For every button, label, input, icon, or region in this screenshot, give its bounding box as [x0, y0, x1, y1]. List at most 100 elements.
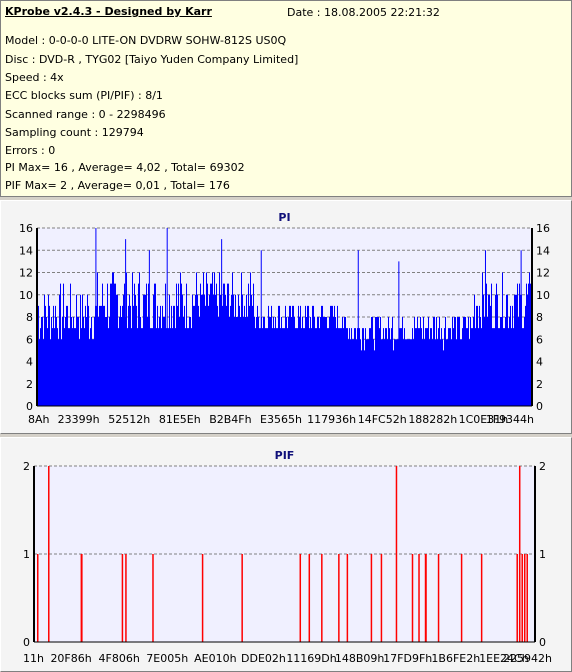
- bar: [201, 554, 204, 642]
- bar: [256, 317, 257, 406]
- bar: [437, 339, 438, 406]
- bar: [518, 466, 521, 642]
- bar: [99, 305, 100, 406]
- bar: [498, 328, 499, 406]
- y-tick-label-left: 1: [23, 548, 30, 561]
- bar: [420, 317, 421, 406]
- bar: [361, 350, 362, 406]
- bar: [105, 317, 106, 406]
- bar: [262, 328, 263, 406]
- bar: [473, 317, 474, 406]
- bar: [523, 554, 526, 642]
- x-tick-label: 1C0E31h: [459, 413, 509, 426]
- bar: [292, 305, 293, 406]
- bar: [389, 328, 390, 406]
- bar: [507, 294, 508, 406]
- bar: [517, 283, 518, 406]
- bar: [374, 350, 375, 406]
- bar: [211, 283, 212, 406]
- bar: [348, 339, 349, 406]
- bar: [189, 317, 190, 406]
- bar: [328, 328, 329, 406]
- bar: [354, 328, 355, 406]
- bar: [78, 317, 79, 406]
- bar: [90, 328, 91, 406]
- bar: [103, 305, 104, 406]
- bar: [96, 305, 97, 406]
- bar: [415, 328, 416, 406]
- bar: [304, 328, 305, 406]
- x-tick-label: 117936h: [307, 413, 356, 426]
- bar: [365, 328, 366, 406]
- bar: [446, 339, 447, 406]
- bar: [92, 339, 93, 406]
- bar: [114, 283, 115, 406]
- bar: [226, 305, 227, 406]
- bar: [117, 294, 118, 406]
- bar: [342, 317, 343, 406]
- bar: [362, 328, 363, 406]
- x-tick-label: 11h: [23, 652, 44, 665]
- bar: [127, 328, 128, 406]
- bar: [220, 294, 221, 406]
- info-sampling-count: Sampling count : 129794: [5, 126, 144, 139]
- bar: [83, 317, 84, 406]
- bar: [325, 317, 326, 406]
- y-tick-label-right: 10: [536, 289, 550, 302]
- bar: [235, 294, 236, 406]
- bar: [273, 317, 274, 406]
- bar: [350, 339, 351, 406]
- bar: [204, 294, 205, 406]
- bar: [66, 305, 67, 406]
- bar: [244, 305, 245, 406]
- bar: [470, 317, 471, 406]
- bar: [412, 328, 413, 406]
- bar: [280, 328, 281, 406]
- bar: [44, 294, 45, 406]
- bar: [97, 272, 98, 406]
- bar: [259, 328, 260, 406]
- bar: [125, 554, 127, 642]
- bar: [306, 317, 307, 406]
- bar: [310, 317, 311, 406]
- bar: [433, 317, 434, 406]
- bar: [158, 328, 159, 406]
- bar: [200, 283, 201, 406]
- bar: [460, 554, 463, 642]
- bar: [421, 328, 422, 406]
- bar: [68, 328, 69, 406]
- x-tick-label: DDE02h: [241, 652, 286, 665]
- bar: [452, 317, 453, 406]
- bar: [289, 305, 290, 406]
- bar: [81, 554, 83, 642]
- bar: [276, 328, 277, 406]
- bar: [426, 328, 427, 406]
- x-tick-label: 1B6FE2h: [431, 652, 480, 665]
- bar: [41, 317, 42, 406]
- bar: [175, 328, 176, 406]
- bar: [461, 339, 462, 406]
- bar: [147, 317, 148, 406]
- bar: [124, 283, 125, 406]
- bar: [449, 328, 450, 406]
- bar: [380, 554, 383, 642]
- bar: [466, 328, 467, 406]
- x-tick-label: 1EE24Ch: [479, 652, 529, 665]
- bar: [497, 294, 498, 406]
- bar: [242, 294, 243, 406]
- bar: [258, 317, 259, 406]
- bar: [217, 305, 218, 406]
- bar: [106, 317, 107, 406]
- y-tick-label-right: 16: [536, 222, 550, 235]
- bar: [487, 317, 488, 406]
- x-tick-label: 225942h: [503, 652, 552, 665]
- bar: [469, 339, 470, 406]
- bar: [333, 317, 334, 406]
- bar: [511, 328, 512, 406]
- bar: [254, 317, 255, 406]
- bar: [347, 328, 348, 406]
- bar: [120, 305, 121, 406]
- y-tick-label-left: 12: [19, 267, 33, 280]
- bar: [199, 317, 200, 406]
- bar: [456, 339, 457, 406]
